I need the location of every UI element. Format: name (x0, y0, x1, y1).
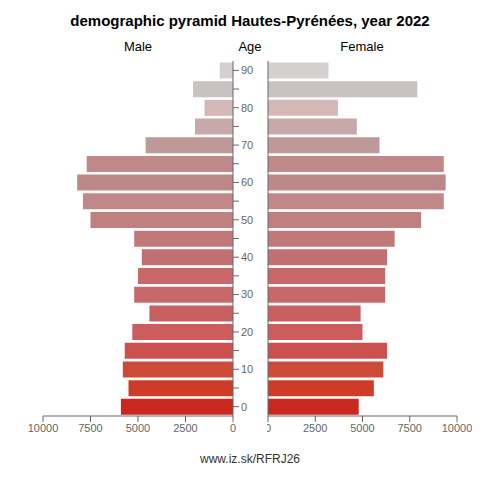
svg-text:10000: 10000 (442, 422, 472, 434)
html-text:Male: Male (123, 38, 153, 54)
svg-text:2500: 2500 (303, 422, 327, 434)
svg-text:80: 80 (241, 102, 253, 114)
svg-text:7500: 7500 (398, 422, 422, 434)
svg-text:20: 20 (241, 326, 253, 338)
svg-text:60: 60 (241, 176, 253, 188)
svg-text:90: 90 (241, 64, 253, 76)
html-text:www.iz.sk/RFRJ26: www.iz.sk/RFRJ26 (200, 452, 300, 466)
svg-text:5000: 5000 (126, 422, 150, 434)
svg-text:30: 30 (241, 288, 253, 300)
svg-text:2500: 2500 (173, 422, 197, 434)
svg-text:10000: 10000 (28, 422, 58, 434)
svg-text:0: 0 (230, 422, 236, 434)
svg-text:50: 50 (241, 214, 253, 226)
svg-text:7500: 7500 (78, 422, 102, 434)
svg-text:0: 0 (267, 422, 271, 434)
html-text:Age: Age (238, 38, 262, 54)
svg-text:5000: 5000 (350, 422, 374, 434)
html-text:Female: Female (340, 38, 384, 54)
html-text:demographic pyramid Hautes-Pyr: demographic pyramid Hautes-Pyrénées, yea… (70, 12, 430, 29)
svg-text:40: 40 (241, 251, 253, 263)
svg-text:10: 10 (241, 363, 253, 375)
svg-text:0: 0 (241, 401, 247, 413)
svg-text:70: 70 (241, 139, 253, 151)
